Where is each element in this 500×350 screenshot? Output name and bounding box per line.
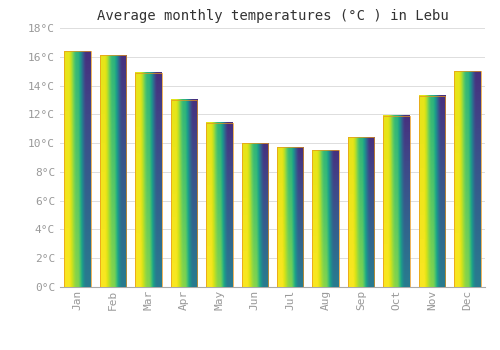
Bar <box>454 71 480 287</box>
Bar <box>348 137 374 287</box>
Bar <box>242 143 268 287</box>
Bar <box>206 123 233 287</box>
Bar <box>277 147 303 287</box>
Title: Average monthly temperatures (°C ) in Lebu: Average monthly temperatures (°C ) in Le… <box>96 9 448 23</box>
Bar <box>312 150 339 287</box>
Bar <box>418 96 445 287</box>
Bar <box>170 100 197 287</box>
Bar <box>136 72 162 287</box>
Bar <box>64 51 91 287</box>
Bar <box>383 116 409 287</box>
Bar <box>100 55 126 287</box>
